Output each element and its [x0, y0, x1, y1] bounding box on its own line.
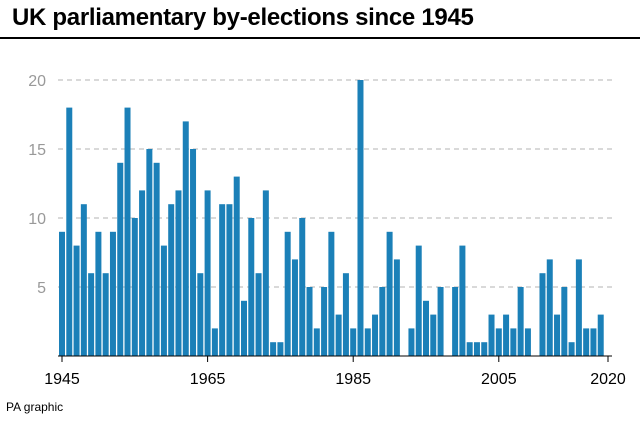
bar-1952 — [109, 231, 116, 356]
bar-2014 — [561, 287, 568, 356]
bar-1961 — [175, 190, 182, 356]
bar-1958 — [153, 162, 160, 356]
bar-1980 — [313, 328, 320, 356]
bar-1957 — [146, 149, 153, 356]
title-underline — [0, 37, 640, 39]
bar-2017 — [583, 328, 590, 356]
bar-1950 — [95, 231, 102, 356]
bar-1956 — [139, 190, 146, 356]
bar-2015 — [568, 342, 575, 356]
bar-1951 — [102, 273, 109, 356]
bar-2009 — [524, 328, 531, 356]
bar-1955 — [131, 218, 138, 356]
bar-1999 — [452, 287, 459, 356]
bar-1995 — [423, 300, 429, 356]
bar-1971 — [248, 218, 255, 356]
bar-1949 — [88, 273, 95, 356]
bar-1990 — [386, 231, 393, 356]
bar-2002 — [473, 342, 480, 356]
bar-1946 — [66, 107, 73, 356]
bar-1986 — [357, 80, 364, 356]
y-tick-labels: 5 10 15 20 — [28, 73, 46, 297]
bar-2000 — [459, 245, 466, 356]
bar-1985 — [350, 328, 357, 356]
bar-1979 — [306, 287, 313, 356]
x-tick-label: 1985 — [335, 371, 371, 388]
bar-2004 — [488, 314, 495, 356]
x-tick-label: 2020 — [590, 371, 626, 388]
bar-2012 — [546, 259, 553, 356]
bar-1978 — [299, 218, 306, 356]
bar-2006 — [503, 314, 510, 356]
bar-1982 — [328, 231, 335, 356]
bar-1968 — [226, 204, 233, 356]
bar-2019 — [597, 314, 604, 356]
bar-1963 — [190, 149, 197, 356]
bar-1988 — [372, 314, 379, 356]
bar-1959 — [160, 245, 167, 356]
bar-2016 — [575, 259, 582, 356]
bar-1994 — [415, 245, 422, 356]
bars — [59, 80, 604, 357]
y-tick-label: 5 — [37, 280, 46, 297]
bar-1960 — [168, 204, 175, 356]
bar-2008 — [517, 287, 524, 356]
bar-1996 — [430, 314, 437, 356]
bar-1975 — [277, 342, 284, 356]
bar-1983 — [335, 314, 342, 356]
bar-2013 — [554, 314, 561, 356]
bar-1976 — [284, 231, 291, 356]
x-tick-label: 1945 — [44, 371, 80, 388]
bar-1981 — [321, 287, 328, 356]
bar-1947 — [73, 245, 80, 356]
bar-1991 — [393, 259, 400, 356]
bar-2007 — [510, 328, 517, 356]
bar-1987 — [364, 328, 371, 356]
y-tick-label: 10 — [28, 211, 46, 228]
bar-1993 — [408, 328, 415, 356]
bar-2011 — [539, 273, 546, 356]
bar-2003 — [481, 342, 488, 356]
bar-1974 — [270, 342, 277, 356]
y-tick-label: 15 — [28, 142, 46, 159]
bar-1970 — [241, 300, 247, 356]
source-credit: PA graphic — [6, 400, 64, 414]
bar-1966 — [211, 328, 218, 356]
bar-1967 — [219, 204, 226, 356]
bar-1973 — [262, 190, 269, 356]
bar-1997 — [437, 287, 444, 356]
bar-1969 — [233, 176, 240, 356]
bar-1964 — [197, 273, 204, 356]
bar-1962 — [182, 121, 189, 357]
bar-1977 — [291, 259, 298, 356]
bar-2001 — [466, 342, 473, 356]
bar-2018 — [590, 328, 597, 356]
bar-2005 — [495, 328, 502, 356]
bar-1984 — [342, 273, 349, 356]
bar-1953 — [117, 162, 124, 356]
x-tick-label: 1965 — [190, 371, 226, 388]
bar-1945 — [59, 231, 65, 356]
bar-1989 — [379, 287, 386, 356]
chart-title: UK parliamentary by-elections since 1945 — [12, 4, 474, 31]
bar-1948 — [80, 204, 87, 356]
bar-1965 — [204, 190, 211, 356]
bar-1954 — [124, 107, 131, 356]
bar-1972 — [255, 273, 262, 356]
x-axis: 1945 1965 1985 2005 2020 — [44, 355, 626, 388]
x-tick-label: 2005 — [481, 371, 517, 388]
y-tick-label: 20 — [28, 73, 46, 90]
